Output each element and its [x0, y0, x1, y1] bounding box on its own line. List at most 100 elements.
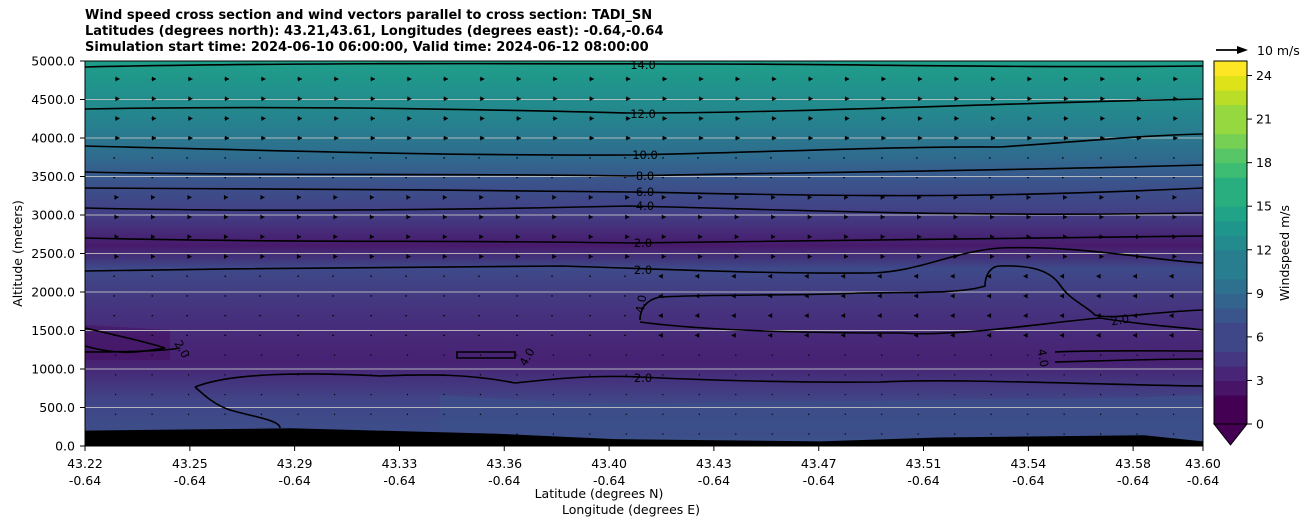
wind-vector-head: [808, 76, 813, 82]
wind-vector-head: [950, 293, 955, 299]
wind-vector-head: [589, 96, 594, 102]
wind-vector-head: [1027, 96, 1032, 102]
wind-vector-head: [881, 96, 886, 102]
wind-vector-head: [296, 254, 301, 259]
wind-vector-head: [1173, 115, 1178, 121]
wind-vector-head: [844, 194, 849, 200]
wind-vector-head: [917, 194, 922, 200]
wind-vector-head: [443, 96, 448, 102]
colorbar-segment: [1214, 119, 1247, 135]
wind-vector-head: [1023, 293, 1028, 299]
wind-vector-head: [1173, 76, 1178, 82]
wind-vector-head: [552, 254, 557, 259]
colorbar-segment: [1214, 75, 1247, 91]
wind-vector-head: [699, 96, 704, 102]
wind-vector-head: [771, 234, 776, 240]
wind-vector-head: [658, 293, 663, 299]
wind-vector-head: [841, 273, 846, 279]
wind-vector-head: [990, 194, 995, 200]
wind-vector-head: [114, 194, 119, 200]
vector-key-label: 10 m/s: [1257, 43, 1300, 58]
wind-vector-head: [768, 332, 773, 338]
wind-vector-head: [296, 214, 301, 220]
wind-vectors: [113, 76, 1178, 435]
x-tick-label-lon: -0.64: [488, 473, 520, 488]
wind-vector-head: [877, 293, 882, 299]
wind-vector-head: [731, 313, 736, 319]
colorbar-segment: [1214, 249, 1247, 265]
y-axis-label: Altitude (meters): [10, 200, 25, 307]
wind-vector-head: [1169, 332, 1174, 338]
contour-line: [1054, 358, 1203, 363]
wind-vector-head: [880, 254, 885, 259]
title-line-3: Simulation start time: 2024-06-10 06:00:…: [85, 40, 649, 55]
wind-vector-head: [151, 115, 156, 121]
contour-line: [639, 265, 1203, 321]
wind-vector-head: [845, 135, 850, 141]
wind-vector-head: [1026, 254, 1031, 259]
wind-vector-head: [1023, 313, 1028, 319]
wind-vector-head: [917, 214, 922, 220]
wind-vector-head: [844, 234, 849, 240]
x-tick-label-lat: 43.58: [1115, 456, 1151, 471]
wind-vector-head: [442, 234, 447, 240]
wind-vector-head: [334, 115, 339, 121]
wind-vector-head: [1060, 273, 1065, 279]
wind-vector-head: [369, 194, 374, 200]
contour-line: [194, 373, 516, 429]
x-tick-label-lat: 43.22: [67, 456, 103, 471]
wind-vector-head: [1133, 332, 1138, 338]
wind-vector-head: [625, 194, 630, 200]
wind-vector-head: [841, 313, 846, 319]
colorbar-segment: [1214, 104, 1247, 120]
wind-vector-head: [918, 115, 923, 121]
wind-vector-head: [370, 135, 375, 141]
title-line-1: Wind speed cross section and wind vector…: [85, 8, 653, 23]
wind-vector-head: [731, 332, 736, 338]
wind-vector-head: [950, 313, 955, 319]
wind-vector-head: [808, 135, 813, 141]
wind-vector-head: [515, 214, 520, 220]
wind-vector-head: [552, 194, 557, 200]
wind-vector-head: [1099, 254, 1104, 259]
terrain: [85, 428, 1203, 446]
wind-vector-head: [626, 76, 631, 82]
wind-vector-head: [880, 214, 885, 220]
wind-vector-head: [260, 234, 265, 240]
gridlines: [85, 99, 1203, 408]
colorbar-tick-label: 15: [1256, 199, 1272, 214]
y-tick-label: 1000.0: [31, 362, 75, 377]
wind-vector-head: [224, 115, 229, 121]
wind-vector-head: [661, 254, 666, 259]
wind-vector-head: [296, 194, 301, 200]
wind-vector-head: [589, 135, 594, 141]
wind-vector-head: [1133, 273, 1138, 279]
wind-vector-head: [479, 254, 484, 259]
colorbar-segment: [1214, 322, 1247, 338]
wind-vector-head: [771, 254, 776, 259]
wind-vector-head: [877, 313, 882, 319]
wind-vector-head: [771, 214, 776, 220]
wind-vector-head: [1136, 194, 1141, 200]
wind-vector-head: [150, 214, 155, 220]
contour-label: 6.0: [636, 185, 654, 199]
wind-vector-head: [695, 273, 700, 279]
wind-vector-head: [734, 214, 739, 220]
wind-vector-head: [804, 293, 809, 299]
wind-vector-head: [954, 115, 959, 121]
wind-vector-head: [695, 332, 700, 338]
wind-vector-head: [877, 332, 882, 338]
wind-vector-head: [151, 135, 156, 141]
wind-vector-head: [990, 254, 995, 259]
wind-vector-head: [1099, 194, 1104, 200]
wind-vector-head: [626, 96, 631, 102]
wind-vector-head: [588, 254, 593, 259]
title-line-2: Latitudes (degrees north): 43.21,43.61, …: [85, 24, 664, 39]
wind-vector-head: [443, 135, 448, 141]
y-axis: 0.0 500.0 1000.0 1500.0 2000.0 2500.0 3000.0 35…: [31, 54, 85, 454]
wind-vector-head: [1063, 234, 1068, 240]
wind-vector-head: [914, 293, 919, 299]
wind-vector-head: [150, 234, 155, 240]
wind-vector-head: [1096, 273, 1101, 279]
